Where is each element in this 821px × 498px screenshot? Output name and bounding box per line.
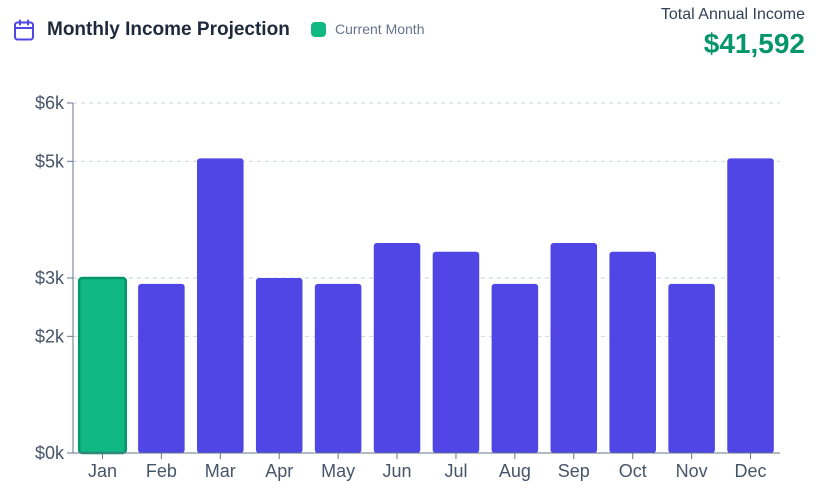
x-tick-label: Jun	[383, 461, 412, 481]
bar-jul[interactable]	[432, 251, 480, 453]
bars	[77, 158, 774, 455]
x-tick-label: Sep	[558, 461, 590, 481]
y-tick-label: $3k	[35, 268, 65, 288]
bar-may[interactable]	[314, 283, 362, 453]
bar-mar[interactable]	[197, 158, 244, 453]
legend-swatch-current-month	[311, 21, 326, 37]
chart-header: Monthly Income Projection Current Month …	[0, 0, 821, 80]
bar-feb[interactable]	[138, 283, 185, 453]
bar-jan[interactable]	[77, 276, 127, 455]
bar-apr[interactable]	[255, 278, 303, 453]
y-tick-label: $5k	[35, 151, 65, 171]
grid-lines	[73, 102, 780, 337]
x-tick-label: Nov	[676, 461, 708, 481]
bar-sep[interactable]	[550, 243, 598, 453]
x-tick-label: Dec	[735, 461, 767, 481]
x-tick-label: Jan	[88, 461, 117, 481]
x-tick-label: May	[321, 461, 355, 481]
bar-jun[interactable]	[373, 243, 421, 453]
total-annual-income-value: $41,592	[703, 28, 805, 59]
x-tick-label: Oct	[619, 461, 647, 481]
bar-aug[interactable]	[491, 283, 539, 453]
bar-nov[interactable]	[668, 283, 715, 453]
bar-oct[interactable]	[609, 251, 656, 453]
legend-label-current-month: Current Month	[335, 21, 425, 37]
legend: Current Month	[311, 21, 424, 37]
x-tick-label: Feb	[146, 461, 177, 481]
y-tick-label: $0k	[35, 443, 65, 463]
chart-title: Monthly Income Projection	[47, 19, 290, 40]
axes	[67, 102, 780, 459]
y-tick-label: $2k	[35, 326, 65, 346]
tick-labels: $0k $2k $3k $5k $6k Jan Feb Mar Apr May Jun Jul Aug S…	[35, 93, 767, 481]
x-tick-label: Mar	[205, 461, 236, 481]
total-annual-income: Total Annual Income $41,592	[661, 6, 805, 60]
calendar-icon	[12, 18, 36, 42]
x-tick-label: Aug	[499, 461, 531, 481]
x-tick-label: Jul	[444, 461, 467, 481]
total-annual-income-label: Total Annual Income	[660, 6, 805, 23]
y-tick-label: $6k	[35, 93, 65, 113]
x-tick-label: Apr	[265, 461, 293, 481]
bar-dec[interactable]	[727, 158, 774, 453]
